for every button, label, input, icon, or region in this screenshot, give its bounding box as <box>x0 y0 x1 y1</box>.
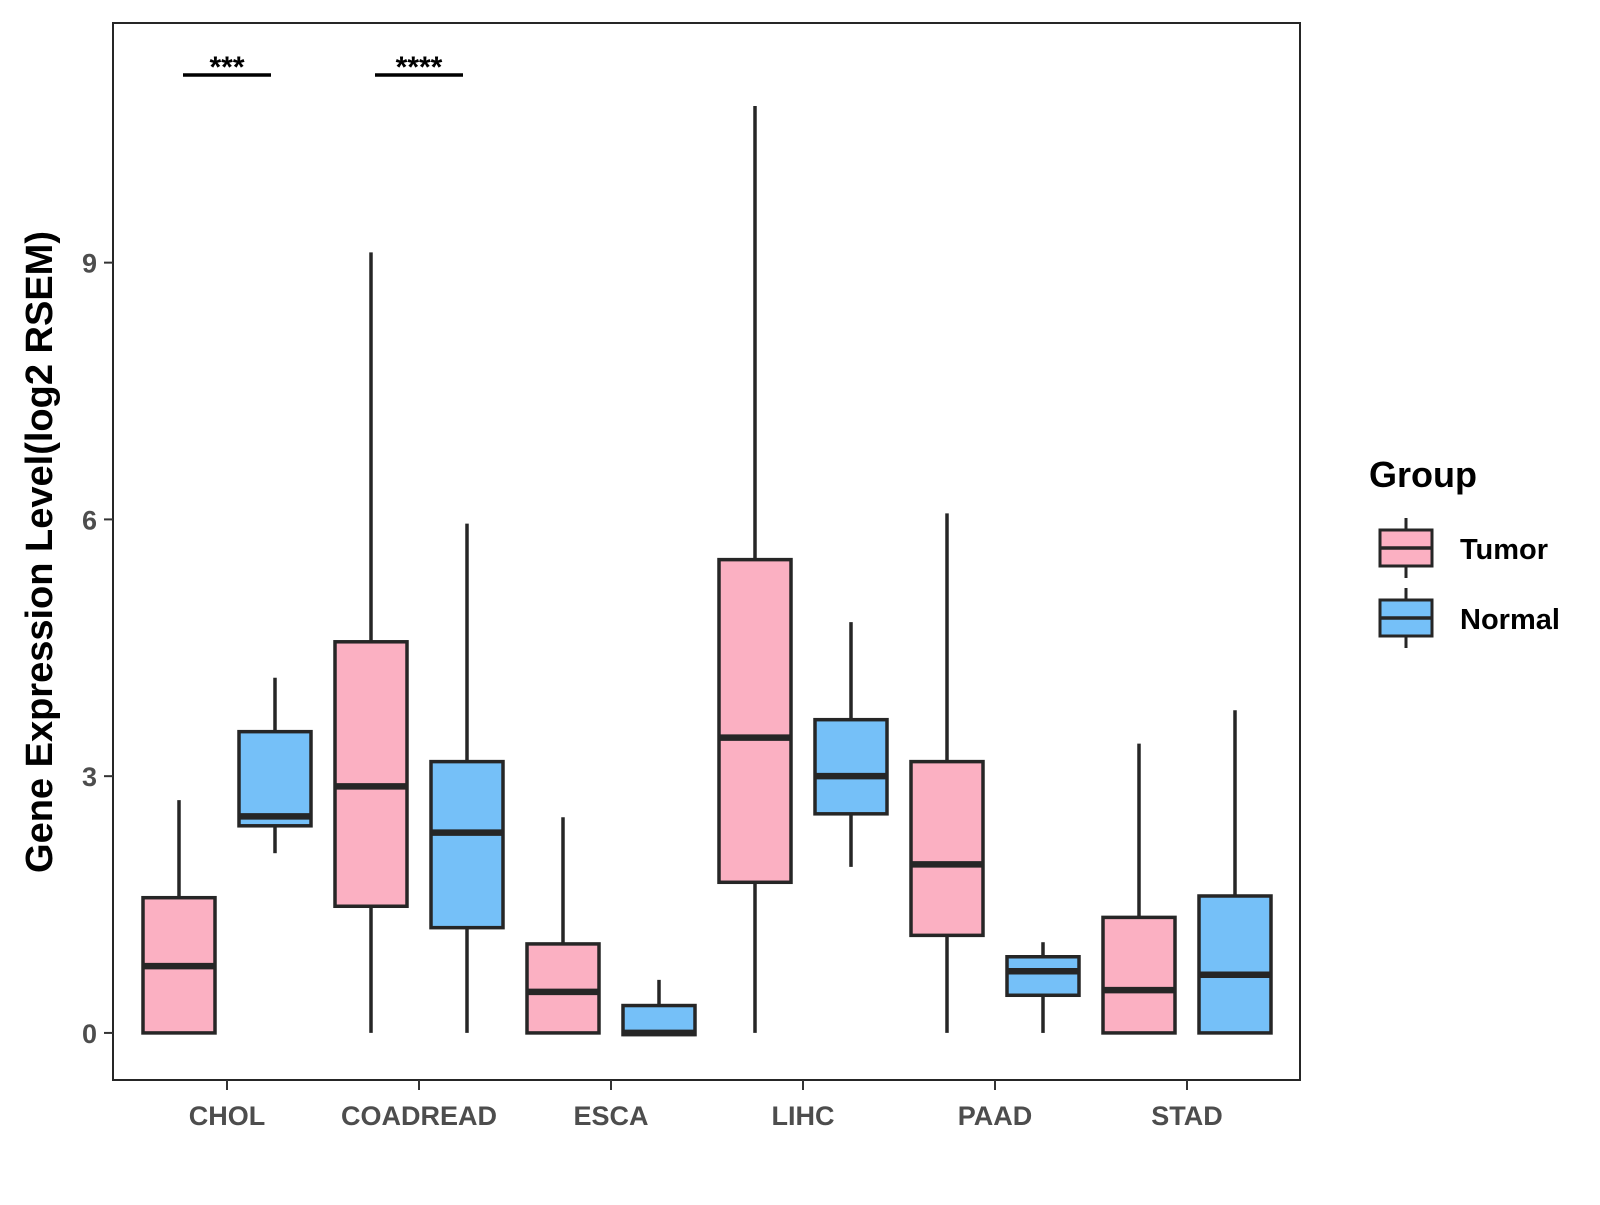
axes: 0 3 6 9 CHOL COADREAD ESCA LIHC PAAD STAD <box>82 249 1223 1131</box>
legend-title: Group <box>1369 454 1477 495</box>
box-lihc-tumor <box>717 106 793 1033</box>
legend: Group Tumor Normal <box>1369 454 1560 648</box>
x-tick-label-chol: CHOL <box>189 1101 266 1131</box>
x-tick-label-esca: ESCA <box>573 1101 648 1131</box>
box-stad-tumor <box>1101 743 1177 1035</box>
box-body-stad-tumor <box>1101 915 1177 1035</box>
y-tick-label-9: 9 <box>82 249 97 279</box>
plot-area: *** **** <box>141 51 1273 1037</box>
box-body-coadread-tumor <box>333 640 409 909</box>
x-tick-label-lihc: LIHC <box>772 1101 835 1131</box>
box-esca-tumor <box>525 817 601 1035</box>
significance-label-chol: *** <box>209 51 244 84</box>
box-lihc-normal <box>813 622 889 867</box>
legend-label-tumor: Tumor <box>1460 534 1548 566</box>
x-tick-label-coadread: COADREAD <box>341 1101 497 1131</box>
box-body-paad-normal <box>1005 955 1081 998</box>
box-body-lihc-normal <box>813 717 889 816</box>
y-tick-label-3: 3 <box>82 762 97 792</box>
y-axis-title: Gene Expression Level(log2 RSEM) <box>19 231 61 873</box>
box-chol-normal <box>237 677 313 854</box>
significance-label-coadread: **** <box>396 51 443 84</box>
y-tick-label-6: 6 <box>82 505 97 535</box>
box-esca-normal <box>621 979 697 1037</box>
box-body-esca-tumor <box>525 942 601 1035</box>
y-tick-label-0: 0 <box>82 1019 97 1049</box>
box-body-lihc-tumor <box>717 557 793 885</box>
legend-label-normal: Normal <box>1460 604 1560 636</box>
x-tick-label-paad: PAAD <box>958 1101 1033 1131</box>
box-body-stad-normal <box>1197 894 1273 1035</box>
legend-item-tumor: Tumor <box>1378 518 1548 578</box>
box-chol-tumor <box>141 800 217 1035</box>
box-stad-normal <box>1197 710 1273 1035</box>
plot-panel-border <box>112 22 1301 1081</box>
box-body-paad-tumor <box>909 759 985 938</box>
box-coadread-normal <box>429 523 505 1033</box>
box-body-chol-normal <box>237 729 313 828</box>
box-body-coadread-normal <box>429 759 505 930</box>
box-paad-tumor <box>909 513 985 1033</box>
box-paad-normal <box>1005 942 1081 1033</box>
box-coadread-tumor <box>333 252 409 1033</box>
legend-item-normal: Normal <box>1378 588 1560 648</box>
x-tick-label-stad: STAD <box>1151 1101 1223 1131</box>
